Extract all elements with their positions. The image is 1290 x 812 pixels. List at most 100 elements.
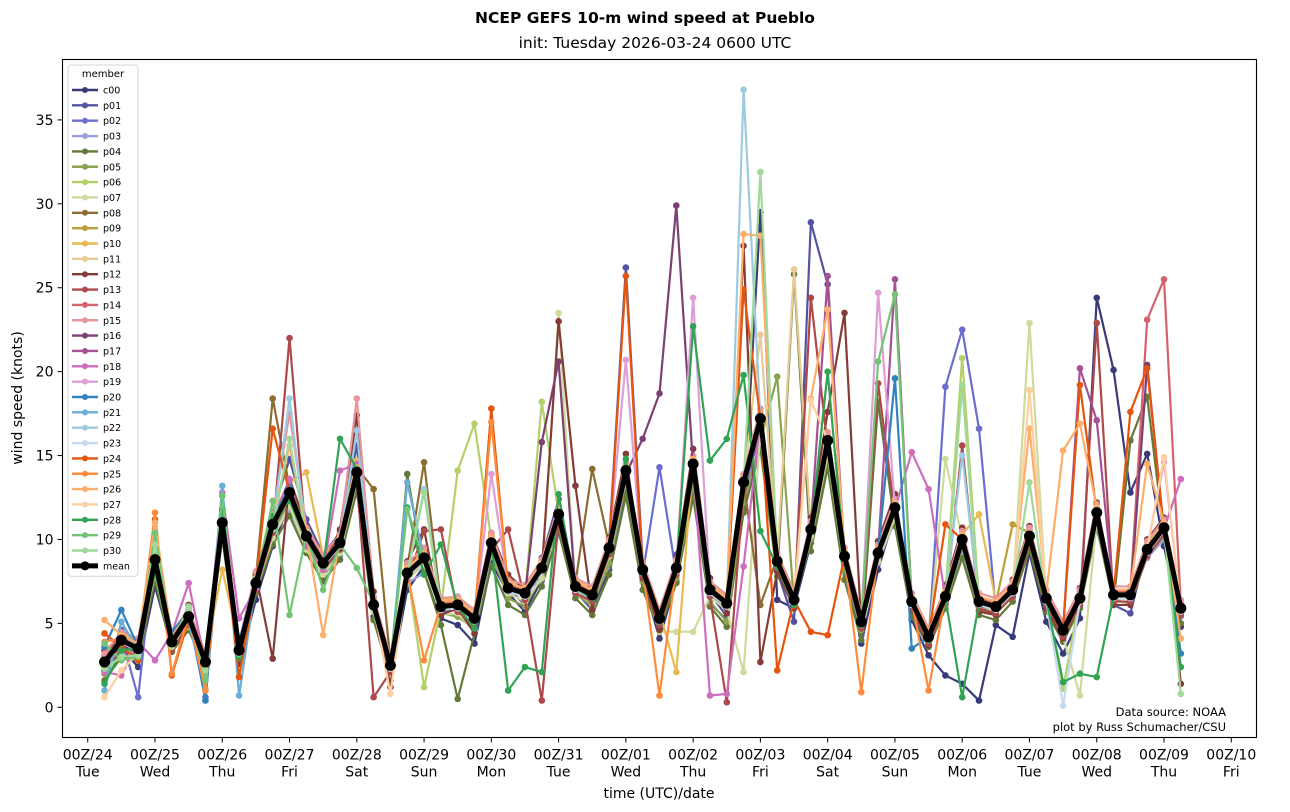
legend-label: p30 xyxy=(103,546,121,557)
data-point xyxy=(1093,294,1101,302)
data-point xyxy=(925,485,932,493)
legend-label: p23 xyxy=(103,439,121,450)
data-point xyxy=(689,323,697,330)
legend-swatch-marker xyxy=(82,225,88,232)
legend-label: p12 xyxy=(103,270,121,281)
data-point xyxy=(654,612,665,624)
data-point xyxy=(807,628,815,636)
data-point xyxy=(975,697,983,704)
legend-swatch-marker xyxy=(82,455,88,462)
data-point xyxy=(502,582,514,594)
data-point xyxy=(437,541,445,548)
legend-label: p05 xyxy=(103,162,121,173)
legend-swatch-marker xyxy=(82,133,88,140)
x-tick-label: 00Z/01 xyxy=(601,748,651,764)
series-p05 xyxy=(101,373,1185,678)
data-point xyxy=(723,623,731,631)
legend-swatch-marker xyxy=(82,317,88,324)
data-point xyxy=(689,628,697,636)
y-tick-label: 10 xyxy=(36,532,54,548)
data-point xyxy=(336,467,344,474)
data-point xyxy=(874,289,882,297)
data-point xyxy=(942,383,949,391)
legend-label: mean xyxy=(103,561,130,572)
data-point xyxy=(538,574,546,582)
data-point xyxy=(101,687,108,694)
data-point xyxy=(1026,319,1033,327)
x-tick-label: 00Z/24 xyxy=(63,748,113,764)
data-point xyxy=(538,398,546,406)
data-point xyxy=(855,616,867,628)
legend-item-p18: p18 xyxy=(72,362,121,373)
x-tick-sublabel: Wed xyxy=(140,765,171,781)
data-point xyxy=(538,583,546,590)
data-point xyxy=(319,586,327,594)
data-point xyxy=(622,272,630,280)
data-point xyxy=(269,395,277,402)
data-point xyxy=(1059,650,1067,657)
data-point xyxy=(435,601,447,613)
data-point xyxy=(588,606,596,614)
x-tick-label: 00Z/29 xyxy=(399,748,449,764)
x-tick-sublabel: Thu xyxy=(679,765,706,781)
legend-label: p02 xyxy=(103,116,121,127)
legend-item-p03: p03 xyxy=(72,132,121,143)
data-point xyxy=(673,202,680,209)
data-point xyxy=(471,630,478,637)
data-point xyxy=(656,635,663,642)
legend-label: p08 xyxy=(103,208,121,219)
data-point xyxy=(319,571,327,579)
legend-title: member xyxy=(82,69,125,80)
legend-label: p13 xyxy=(103,285,121,296)
data-point xyxy=(269,497,277,505)
data-point xyxy=(471,625,478,632)
legend: member c00 p01 p02 p03 p04 p05 p06 p07 p08 p09 p10 p… xyxy=(67,64,139,577)
data-point xyxy=(151,657,159,664)
x-tick-sublabel: Fri xyxy=(281,765,298,781)
data-point xyxy=(553,508,565,520)
legend-label: p22 xyxy=(103,423,121,434)
data-point xyxy=(351,466,363,478)
data-point xyxy=(1057,624,1069,636)
data-point xyxy=(115,634,127,646)
data-point xyxy=(942,455,949,463)
data-point xyxy=(286,512,293,520)
data-point xyxy=(504,687,512,694)
data-point xyxy=(218,566,226,573)
x-tick-sublabel: Sat xyxy=(345,765,368,781)
legend-item-p14: p14 xyxy=(72,300,121,311)
legend-item-p17: p17 xyxy=(72,346,121,357)
data-point xyxy=(317,557,329,569)
legend-swatch-marker xyxy=(82,255,88,262)
data-point xyxy=(773,667,781,674)
x-tick-label: 00Z/25 xyxy=(130,748,180,764)
data-point xyxy=(569,580,581,592)
x-tick-sublabel: Fri xyxy=(752,765,769,781)
data-point xyxy=(754,413,766,425)
data-point xyxy=(706,457,714,464)
data-point xyxy=(1177,475,1185,483)
legend-label: p10 xyxy=(103,239,121,250)
legend-item-p10: p10 xyxy=(72,239,121,250)
data-point xyxy=(706,692,714,699)
x-tick-label: 00Z/30 xyxy=(466,748,516,764)
legend-item-p02: p02 xyxy=(72,116,121,127)
data-point xyxy=(202,687,209,694)
x-axis: 00Z/24Tue00Z/25Wed00Z/26Thu00Z/27Fri00Z/… xyxy=(63,737,1256,781)
legend-item-p29: p29 xyxy=(72,531,121,542)
data-point xyxy=(403,470,411,478)
legend-label: p09 xyxy=(103,224,121,235)
data-point xyxy=(336,435,344,443)
data-point xyxy=(469,612,481,624)
data-point xyxy=(824,306,831,313)
x-tick-label: 00Z/10 xyxy=(1206,748,1256,764)
data-point xyxy=(973,596,985,608)
legend-label: p27 xyxy=(103,500,121,511)
data-point xyxy=(992,616,1000,624)
data-point xyxy=(1141,544,1153,556)
data-point xyxy=(975,425,983,433)
data-point xyxy=(536,562,548,574)
legend-label: p21 xyxy=(103,408,121,419)
y-axis-label: wind speed (knots) xyxy=(10,331,26,465)
